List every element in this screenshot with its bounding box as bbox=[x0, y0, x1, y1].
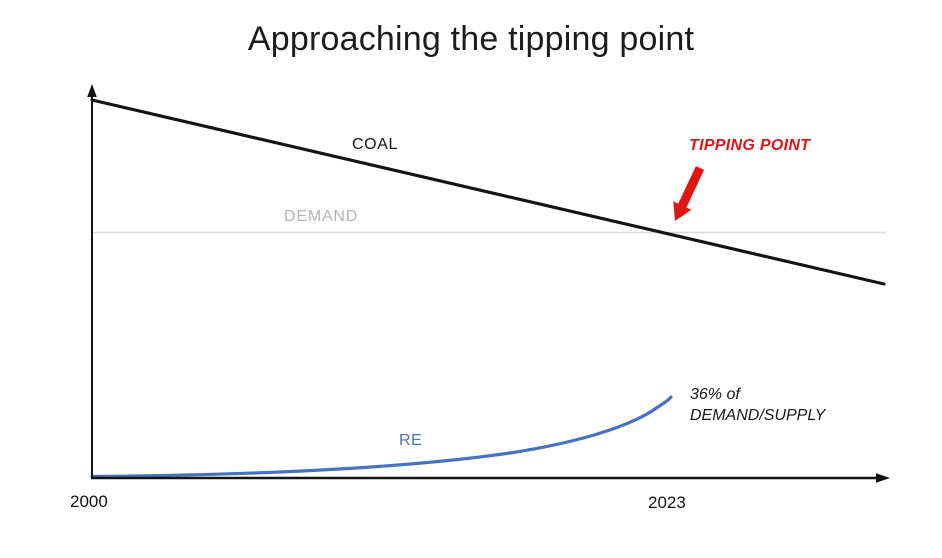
re-share-annotation-line2: DEMAND/SUPPLY bbox=[690, 407, 826, 424]
tipping-point-arrow bbox=[673, 166, 705, 221]
tipping-point-label: TIPPING POINT bbox=[689, 137, 811, 154]
re-curve bbox=[90, 395, 673, 479]
re-series-label: RE bbox=[399, 432, 423, 449]
coal-line bbox=[90, 98, 886, 286]
x-tick-2023: 2023 bbox=[648, 493, 686, 512]
x-axis-arrowhead bbox=[876, 473, 890, 483]
coal-series-label: COAL bbox=[352, 136, 398, 153]
re-share-annotation-line1: 36% of bbox=[690, 386, 740, 403]
y-axis-arrowhead bbox=[87, 84, 97, 97]
chart-title: Approaching the tipping point bbox=[247, 20, 695, 58]
demand-series-label: DEMAND bbox=[284, 208, 359, 225]
x-tick-2000: 2000 bbox=[70, 492, 108, 511]
re-share-annotation: 36% of DEMAND/SUPPLY bbox=[690, 384, 825, 426]
